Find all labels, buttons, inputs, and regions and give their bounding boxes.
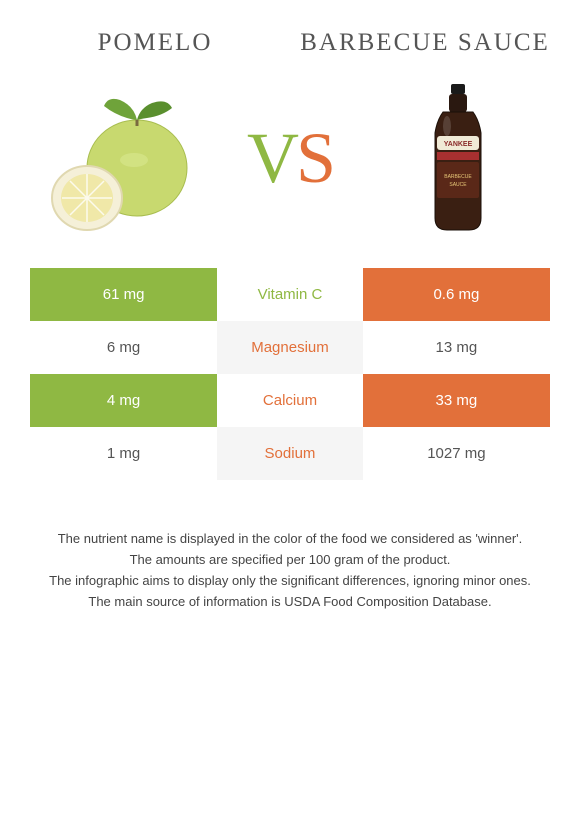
left-image <box>42 78 202 238</box>
table-row: 61 mg Vitamin C 0.6 mg <box>30 268 550 321</box>
right-value: 13 mg <box>363 321 550 374</box>
bbq-bottle-icon: YANKEE BARBECUE SAUCE <box>413 78 503 238</box>
right-title: Barbecue sauce <box>295 28 554 58</box>
left-title: Pomelo <box>25 28 284 58</box>
table-row: 4 mg Calcium 33 mg <box>30 374 550 427</box>
nutrient-name: Sodium <box>217 427 363 480</box>
footer-line: The infographic aims to display only the… <box>45 572 535 591</box>
vs-v: V <box>247 118 296 198</box>
left-value: 61 mg <box>30 268 217 321</box>
footer-line: The amounts are specified per 100 gram o… <box>45 551 535 570</box>
footer-notes: The nutrient name is displayed in the co… <box>0 480 580 611</box>
left-value: 1 mg <box>30 427 217 480</box>
right-value: 0.6 mg <box>363 268 550 321</box>
footer-line: The nutrient name is displayed in the co… <box>45 530 535 549</box>
nutrient-name: Calcium <box>217 374 363 427</box>
right-value: 33 mg <box>363 374 550 427</box>
nutrient-table: 61 mg Vitamin C 0.6 mg 6 mg Magnesium 13… <box>0 268 580 480</box>
vs-s: S <box>296 118 333 198</box>
svg-text:YANKEE: YANKEE <box>443 141 472 148</box>
table-row: 6 mg Magnesium 13 mg <box>30 321 550 374</box>
left-value: 4 mg <box>30 374 217 427</box>
left-value: 6 mg <box>30 321 217 374</box>
svg-text:BARBECUE: BARBECUE <box>444 174 472 180</box>
vs-label: VS <box>247 117 333 200</box>
nutrient-name: Vitamin C <box>217 268 363 321</box>
footer-line: The main source of information is USDA F… <box>45 593 535 612</box>
pomelo-icon <box>42 78 202 238</box>
table-row: 1 mg Sodium 1027 mg <box>30 427 550 480</box>
svg-text:SAUCE: SAUCE <box>449 182 467 188</box>
right-value: 1027 mg <box>363 427 550 480</box>
right-image: YANKEE BARBECUE SAUCE <box>378 78 538 238</box>
nutrient-name: Magnesium <box>217 321 363 374</box>
